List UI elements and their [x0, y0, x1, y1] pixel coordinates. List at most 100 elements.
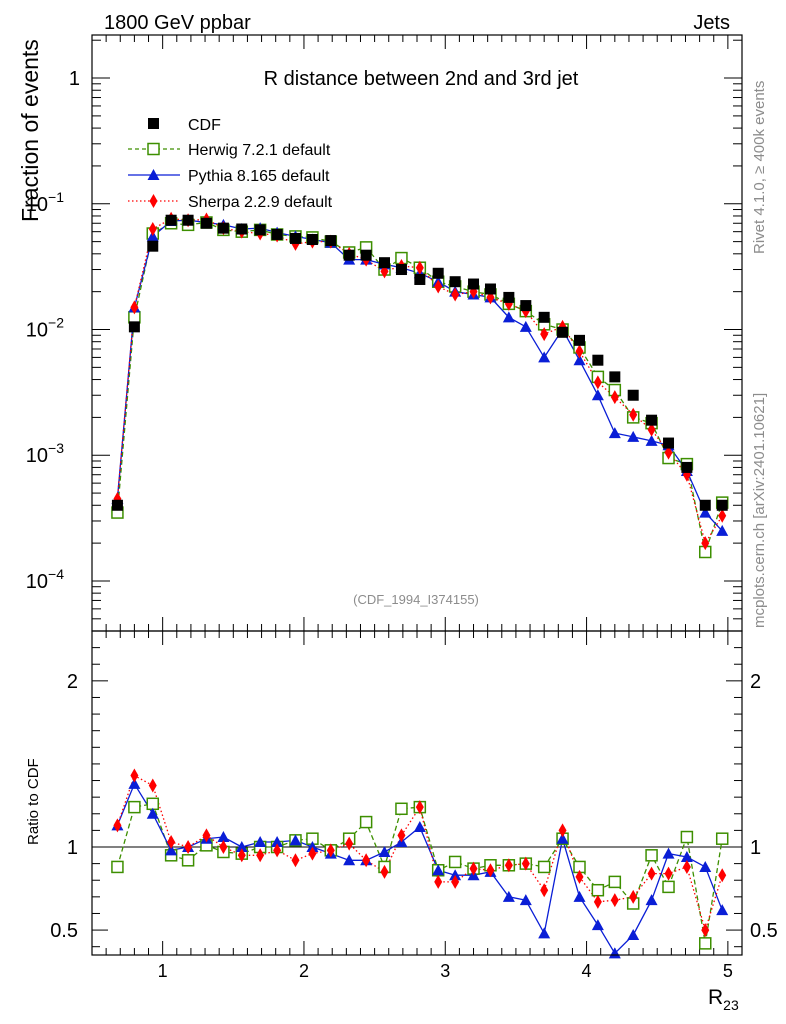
- data-point-series-2: [519, 320, 532, 332]
- legend: CDF Herwig 7.2.1 default Pythia 8.165 de…: [128, 117, 333, 211]
- ratio-point-1: [573, 890, 586, 902]
- data-point-series-3: [451, 287, 460, 302]
- ratio-point-2: [701, 923, 710, 938]
- data-point-series-2: [573, 354, 586, 366]
- data-point-series-0: [716, 499, 728, 511]
- data-point-series-0: [236, 223, 248, 235]
- ratio-point-2: [415, 800, 424, 815]
- ratio-point-0: [715, 832, 729, 845]
- ratio-y-tick-label-right: 1: [750, 837, 761, 859]
- ratio-point-0: [395, 802, 408, 816]
- data-point-series-0: [289, 232, 301, 244]
- ratio-point-2: [486, 863, 495, 878]
- series-line-1: [116, 221, 723, 555]
- ratio-point-0: [662, 880, 675, 894]
- data-point-series-0: [343, 249, 355, 261]
- x-tick-label: 3: [440, 961, 450, 981]
- data-point-series-2: [608, 427, 621, 439]
- ratio-point-0: [537, 860, 551, 874]
- data-point-series-2: [538, 351, 551, 363]
- ratio-point-0: [359, 815, 373, 829]
- ratio-point-2: [326, 843, 335, 858]
- data-point-series-2: [502, 311, 515, 323]
- ratio-point-0: [146, 797, 160, 811]
- data-point-series-3: [575, 344, 584, 359]
- legend-label-cdf: CDF: [188, 117, 221, 134]
- data-point-series-3: [664, 445, 673, 460]
- data-point-series-2: [645, 434, 658, 446]
- ratio-point-0: [645, 849, 658, 862]
- ratio-point-0: [111, 860, 124, 874]
- ratio-point-1: [699, 860, 712, 872]
- ratio-point-2: [113, 818, 122, 833]
- data-point-series-0: [449, 276, 461, 288]
- ratio-point-2: [345, 836, 354, 851]
- legend-entry-herwig: Herwig 7.2.1 default: [128, 142, 331, 159]
- ratio-point-1: [235, 841, 248, 852]
- ratio-point-2: [380, 864, 389, 879]
- ratio-point-2: [219, 840, 228, 854]
- legend-label-herwig: Herwig 7.2.1 default: [188, 142, 331, 159]
- ratio-point-1: [343, 854, 356, 866]
- data-point-series-0: [128, 321, 140, 333]
- ratio-point-1: [378, 845, 391, 857]
- ratio-point-1: [289, 834, 302, 846]
- data-point-series-0: [609, 371, 621, 383]
- ratio-point-1: [432, 864, 445, 876]
- data-point-series-0: [574, 334, 585, 346]
- data-point-series-0: [147, 240, 159, 252]
- ratio-point-2: [469, 861, 478, 876]
- ratio-point-0: [680, 830, 694, 844]
- data-point-series-0: [557, 326, 569, 338]
- legend-marker-sherpa: [149, 194, 158, 208]
- ratio-point-2: [558, 823, 567, 838]
- x-tick-label: 2: [299, 961, 309, 981]
- data-point-series-0: [538, 311, 550, 323]
- data-point-series-3: [434, 279, 443, 294]
- data-point-series-0: [379, 257, 390, 269]
- ratio-point-2: [130, 768, 139, 783]
- ratio-point-1: [556, 832, 569, 844]
- legend-label-pythia: Pythia 8.165 default: [188, 168, 330, 185]
- data-point-series-3: [130, 300, 139, 315]
- ratio-point-1: [217, 831, 230, 843]
- data-point-series-3: [647, 422, 656, 437]
- legend-marker-pythia: [147, 169, 160, 180]
- ratio-point-2: [610, 893, 619, 908]
- ratio-point-2: [682, 859, 691, 874]
- legend-marker-herwig: [147, 142, 160, 156]
- data-point-series-0: [503, 291, 515, 303]
- chart-title: R distance between 2nd and 3rd jet: [264, 68, 579, 90]
- data-point-series-3: [629, 407, 638, 422]
- ratio-plot-frame: [91, 630, 743, 956]
- ratio-point-1: [645, 894, 658, 906]
- ratio-point-2: [629, 889, 638, 904]
- data-point-series-0: [681, 461, 693, 473]
- ratio-y-tick-label-left: 1: [67, 837, 78, 859]
- ratio-point-2: [647, 866, 656, 881]
- ratio-y-tick-label-right: 2: [750, 671, 761, 693]
- ratio-point-1: [306, 841, 319, 852]
- data-point-series-0: [699, 499, 711, 511]
- ratio-point-1: [413, 821, 426, 833]
- ratio-point-1: [502, 890, 515, 902]
- header-jets-label: Jets: [693, 12, 730, 34]
- data-point-series-0: [414, 273, 426, 285]
- ratio-point-2: [434, 874, 443, 889]
- x-axis-title: R23: [708, 986, 739, 1013]
- legend-label-sherpa: Sherpa 2.2.9 default: [188, 194, 333, 211]
- ratio-point-1: [627, 929, 640, 941]
- main-plot-data: [111, 211, 729, 559]
- ratio-point-2: [167, 835, 176, 850]
- x-tick-label: 4: [582, 961, 592, 981]
- y-tick-label: 1: [69, 68, 80, 90]
- ratio-point-2: [291, 853, 300, 868]
- ratio-point-2: [521, 856, 530, 871]
- ratio-point-2: [273, 843, 282, 858]
- ratio-point-2: [362, 853, 371, 868]
- data-point-series-2: [699, 506, 712, 518]
- data-point-series-0: [325, 235, 337, 247]
- ratio-point-2: [664, 866, 673, 881]
- y-tick-label: 10−3: [26, 440, 64, 467]
- data-point-series-0: [182, 214, 194, 226]
